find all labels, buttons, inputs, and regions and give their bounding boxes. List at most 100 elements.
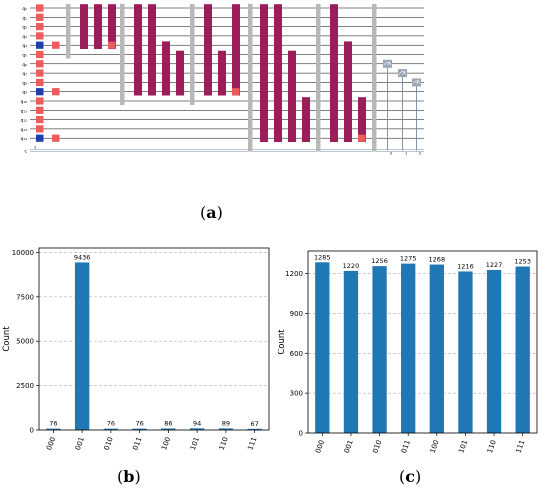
bar-value-label: 1216: [457, 262, 474, 270]
bar: [189, 428, 205, 430]
barrier: [248, 4, 253, 152]
multi-qubit-gate: [344, 41, 352, 142]
multi-qubit-gate: [218, 50, 226, 96]
multi-qubit-gate: [204, 4, 212, 96]
bar-value-label: 76: [107, 420, 115, 428]
multi-qubit-gate: [288, 50, 296, 143]
hadamard-gate: [52, 88, 60, 96]
bar: [515, 266, 530, 433]
panel-label-a-letter: a: [206, 203, 217, 222]
y-axis-label: Count: [2, 326, 12, 352]
y-tick-label: 1200: [285, 270, 303, 278]
bar: [458, 271, 473, 433]
measure-gate: [398, 69, 407, 78]
bar-value-label: 1275: [400, 255, 417, 263]
bar: [486, 269, 502, 433]
plot-frame: [38, 247, 270, 431]
bar: [429, 264, 444, 433]
bar: [161, 428, 176, 430]
hadamard-gate: [52, 41, 60, 49]
hadamard-gate: [36, 97, 44, 105]
bar-value-label: 9436: [74, 253, 91, 261]
barrier: [372, 4, 377, 152]
measure-label: 2: [419, 152, 421, 156]
bar-value-label: 1220: [343, 262, 360, 270]
y-axis-label: Count: [278, 329, 287, 355]
qubit-label: q₄: [22, 44, 27, 49]
multi-qubit-gate: [358, 97, 366, 142]
bar-value-label: 1253: [514, 258, 531, 266]
bar-value-label: 67: [250, 420, 258, 428]
hadamard-gate: [36, 4, 44, 12]
x-tick-label: 011: [400, 439, 412, 454]
x-tick-label: 111: [514, 439, 526, 454]
multi-qubit-gate: [162, 41, 170, 96]
qubit-label: q₁₀: [21, 100, 28, 105]
x-tick-label: 010: [371, 439, 383, 454]
y-tick-label: 300: [290, 390, 303, 398]
hadamard-gate: [36, 78, 44, 86]
x-tick-label: 100: [160, 436, 172, 451]
bar-value-label: 76: [49, 420, 57, 428]
qubit-label: q₁₂: [21, 119, 28, 124]
bar-value-label: 89: [222, 419, 230, 427]
qubit-label: q₅: [22, 54, 27, 59]
measure-gate: [383, 59, 392, 68]
barrier: [66, 4, 71, 59]
multi-qubit-gate: [134, 4, 142, 96]
x-gate: [36, 41, 44, 49]
y-tick-label: 900: [290, 310, 303, 318]
x-tick-label: 010: [103, 436, 115, 451]
multi-qubit-gate: [108, 4, 116, 49]
histogram-b: 0 2500 5000 7500 10000 76 000 9436 001 76 010 76 011…: [2, 247, 270, 451]
hadamard-gate: [36, 125, 44, 133]
panel-label-c: (c): [399, 467, 422, 486]
plot-frame: [307, 250, 538, 434]
y-tick-label: 10000: [12, 249, 34, 257]
classical-count: 3: [34, 146, 36, 150]
hadamard-gate: [36, 106, 44, 114]
qubit-label: q₀: [22, 7, 27, 12]
x-tick-label: 000: [45, 436, 57, 451]
panel-label-b: (b): [117, 467, 141, 486]
measure-icon: [384, 62, 391, 66]
bar: [343, 270, 359, 433]
hadamard-gate: [36, 69, 44, 77]
measure-gate: [412, 78, 421, 87]
bar: [46, 428, 61, 430]
histogram-c: 0 300 600 900 1200 1285 000 1220 001 1256 010 1275 0…: [278, 250, 538, 454]
qubit-label: q₁₁: [21, 109, 28, 114]
bar-value-label: 94: [193, 419, 201, 427]
bar: [401, 263, 416, 433]
hadamard-gate: [36, 116, 44, 124]
hadamard-gate: [36, 13, 44, 21]
x-tick-label: 001: [74, 436, 86, 451]
circuit-diagram: q₀ q₁ q₂ q₃ q₄ q₅ q₆ q₇ q₈ q₉ q₁₀ q₁₁ q₁₂ q₁₃ q₁₄ c 3 0 1 2: [21, 4, 424, 156]
x-tick-label: 011: [131, 436, 143, 451]
x-tick-label: 000: [314, 439, 326, 454]
hadamard-gate: [232, 88, 240, 96]
bar: [372, 266, 387, 433]
barrier: [316, 4, 321, 152]
qubit-label: q₃: [22, 35, 27, 40]
bar: [218, 428, 234, 430]
y-tick-label: 2500: [16, 382, 34, 390]
x-tick-label: 001: [343, 439, 355, 454]
bar: [247, 428, 262, 430]
hadamard-gate: [36, 50, 44, 59]
bar: [103, 428, 119, 430]
qubit-label: q₁₃: [21, 128, 28, 133]
y-tick-label: 0: [299, 430, 303, 438]
barrier: [190, 4, 195, 105]
multi-qubit-gate: [274, 4, 282, 143]
bar: [315, 262, 330, 433]
qubit-label: q₉: [22, 91, 27, 96]
bar-value-label: 1268: [429, 256, 446, 264]
multi-qubit-gate: [302, 97, 310, 142]
x-tick-label: 110: [218, 436, 230, 451]
hadamard-gate: [36, 32, 44, 40]
qubit-label: q₂: [22, 26, 27, 31]
multi-qubit-gate: [94, 4, 102, 49]
multi-qubit-gate: [176, 50, 184, 96]
x-tick-label: 101: [189, 436, 201, 451]
